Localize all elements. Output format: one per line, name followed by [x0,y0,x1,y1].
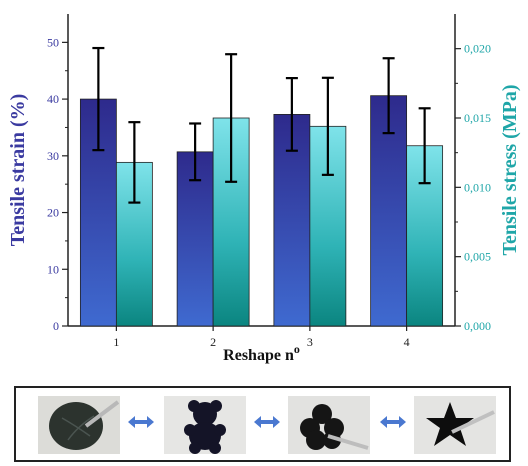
left-tick-label: 40 [47,92,59,106]
right-tick-label: 0,005 [464,250,491,264]
left-tick-label: 0 [53,319,59,333]
x-tick-label: 4 [404,335,410,349]
right-tick-label: 0,020 [464,42,491,56]
bear-sample-image [164,396,246,454]
left-tick-label: 50 [47,35,59,49]
photo-disc [38,396,120,454]
left-axis-title: Tensile strain (%) [7,94,29,247]
reshape-photo-strip [14,386,511,462]
arrow-icon [378,412,408,432]
tensile-bar-chart: 0 10 20 30 40 50 0,000 0,005 0,010 0,015 0,020 1 2 3 4… [7,14,521,364]
photo-flower [288,396,370,454]
right-tick-label: 0,010 [464,180,491,194]
photo-star [414,396,496,454]
right-tick-label: 0,015 [464,111,491,125]
x-tick-label: 3 [307,335,313,349]
x-tick-label: 1 [113,335,119,349]
photo-bear [164,396,246,454]
right-tick-label: 0,000 [464,319,491,333]
disc-sample-image [38,396,120,454]
star-sample-image [414,396,496,454]
x-tick-label: 2 [210,335,216,349]
left-tick-label: 10 [47,262,59,276]
left-tick-label: 30 [47,149,59,163]
left-tick-label: 20 [47,206,59,220]
flower-sample-image [288,396,370,454]
arrow-icon [252,412,282,432]
x-axis-title: Reshape no [223,342,300,364]
arrow-icon [126,412,156,432]
right-axis-title: Tensile stress (MPa) [499,84,521,255]
